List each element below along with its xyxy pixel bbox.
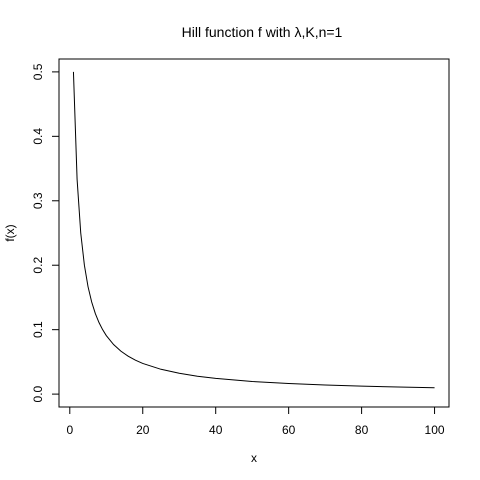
y-tick-label: 0.1 bbox=[31, 321, 45, 338]
y-tick-label: 0.2 bbox=[31, 257, 45, 274]
y-tick-label: 0.4 bbox=[31, 128, 45, 145]
x-tick-label: 80 bbox=[355, 423, 369, 437]
x-tick-label: 40 bbox=[209, 423, 223, 437]
chart-title: Hill function f with λ,K,n=1 bbox=[182, 24, 343, 40]
x-tick-label: 100 bbox=[425, 423, 445, 437]
x-tick-label: 0 bbox=[66, 423, 73, 437]
y-tick-label: 0.5 bbox=[31, 63, 45, 80]
x-tick-label: 20 bbox=[136, 423, 150, 437]
x-tick-label: 60 bbox=[282, 423, 296, 437]
y-axis-label: f(x) bbox=[3, 224, 17, 241]
plot-frame bbox=[58, 58, 450, 408]
x-axis-label: x bbox=[251, 451, 257, 465]
series-line bbox=[72, 71, 435, 389]
y-axis: 0.0 0.1 0.2 0.3 0.4 0.5 bbox=[31, 63, 60, 402]
y-tick-label: 0.3 bbox=[31, 192, 45, 209]
y-tick-label: 0.0 bbox=[31, 385, 45, 402]
x-axis: 0 20 40 60 80 100 bbox=[66, 406, 445, 437]
